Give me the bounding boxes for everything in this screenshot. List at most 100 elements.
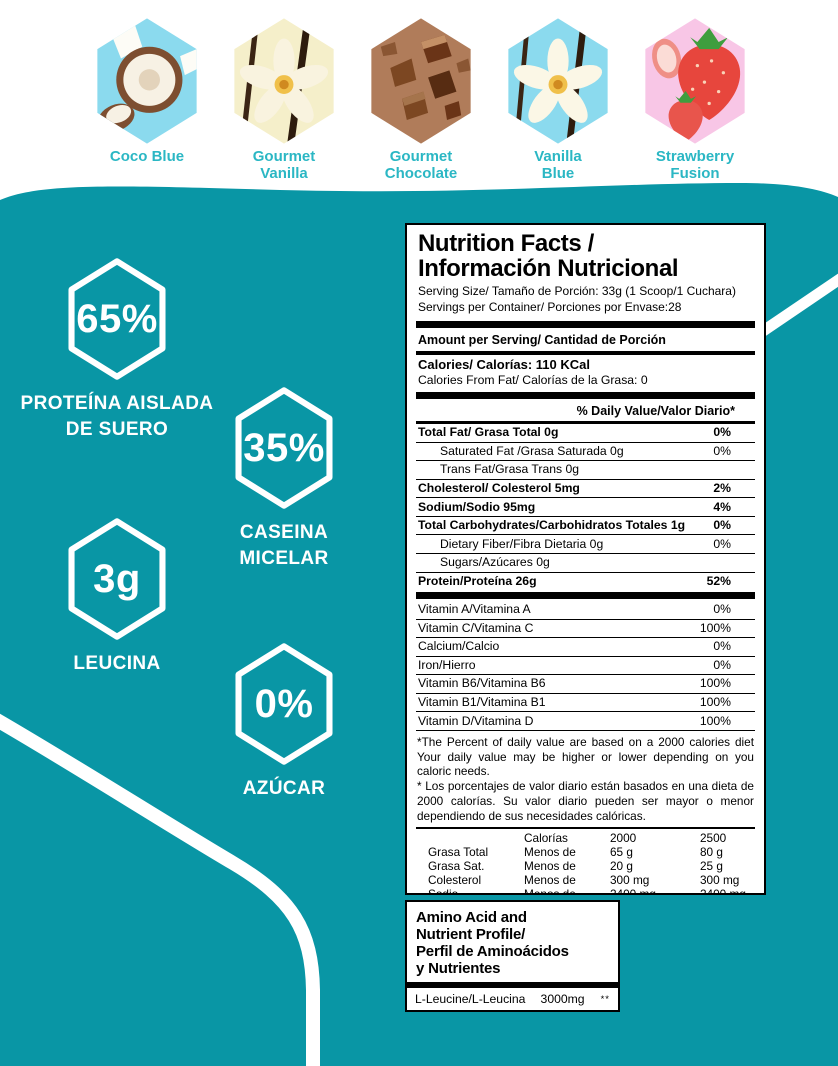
title-line: Amino Acid and xyxy=(416,909,527,926)
table-cell: Menos de xyxy=(524,886,576,895)
flavor-label-line: Gourmet xyxy=(252,148,316,165)
hexagon-outline: 3g xyxy=(61,518,173,640)
nutrient-value: 0% xyxy=(713,425,731,440)
badge-value: 35% xyxy=(243,425,325,470)
badge-label: AZÚCAR xyxy=(243,776,326,802)
strawberry-hexagon-image xyxy=(645,18,745,144)
row-total-carbohydrates: Total Carbohydrates/Carbohidratos Totale… xyxy=(416,515,755,535)
flavor-label-coco-blue: Coco Blue xyxy=(110,148,184,166)
row-vitamin-d: Vitamin D/Vitamina D 100% xyxy=(416,712,755,731)
nutrient-value: 2% xyxy=(713,480,731,495)
row-total-fat: Total Fat/ Grasa Total 0g 0% xyxy=(416,424,755,442)
flavor-label-gourmet-chocolate: Gourmet Chocolate xyxy=(385,148,458,183)
nutrient-value: 0% xyxy=(713,518,731,533)
vitamin-rows: Vitamin A/Vitamina A 0% Vitamin C/Vitami… xyxy=(416,601,755,731)
amino-label: L-Leucine/L-Leucina xyxy=(415,992,526,1007)
vitamin-label: Vitamin B6/Vitamina B6 xyxy=(418,676,546,691)
row-iron: Iron/Hierro 0% xyxy=(416,657,755,676)
flavor-label-vanilla-blue: Vanilla Blue xyxy=(534,148,582,183)
nutrient-label: Dietary Fiber/Fibra Dietaria 0g xyxy=(440,536,604,551)
flavor-coco-blue: Coco Blue xyxy=(84,16,210,183)
vitamin-value: 100% xyxy=(699,694,731,709)
table-cell: 2400 mg xyxy=(610,886,656,895)
table-header: Calorías xyxy=(524,831,568,846)
flavor-strawberry-fusion: Strawberry Fusion xyxy=(632,16,758,183)
table-cell: 20 g xyxy=(610,859,633,874)
amino-footnote-marker: ** xyxy=(600,993,610,1005)
amount-per-serving: Amount per Serving/ Cantidad de Porción xyxy=(418,332,666,347)
flavor-label-line: Vanilla xyxy=(260,164,308,182)
row-vitamin-a: Vitamin A/Vitamina A 0% xyxy=(416,601,755,620)
vitamin-value: 100% xyxy=(699,620,731,635)
serving-info: Serving Size/ Tamaño de Porción: 33g (1 … xyxy=(416,283,755,318)
table-cell: Colesterol xyxy=(428,873,482,888)
badge-label-line: AZÚCAR xyxy=(242,778,326,799)
nutrition-facts-panel: Nutrition Facts / Información Nutriciona… xyxy=(405,223,766,895)
row-l-leucine: L-Leucine/L-Leucina 3000mg ** xyxy=(407,988,618,1010)
table-header: 2500 xyxy=(700,831,727,846)
row-saturated-fat: Saturated Fat /Grasa Saturada 0g 0% xyxy=(416,441,755,461)
chocolate-chunks-art xyxy=(380,34,471,120)
divider-bar xyxy=(416,350,755,355)
badge-label: CASEINA MICELAR xyxy=(239,520,328,571)
vitamin-label: Vitamin C/Vitamina C xyxy=(418,620,534,635)
vitamin-value: 0% xyxy=(713,602,731,617)
vitamin-value: 100% xyxy=(699,713,731,728)
hexagon-icon xyxy=(68,518,166,640)
vitamin-label: Vitamin D/Vitamina D xyxy=(418,713,534,728)
vitamin-label: Calcium/Calcio xyxy=(418,639,500,654)
row-cholesterol: Cholesterol/ Colesterol 5mg 2% xyxy=(416,478,755,498)
chocolate-hexagon-image xyxy=(371,18,471,144)
divider-bar xyxy=(416,592,755,600)
badge-leucine: 3g LEUCINA xyxy=(2,518,232,677)
amino-value: 3000mg xyxy=(540,992,585,1007)
calories-from-fat-line: Calories From Fat/ Calorías de la Grasa:… xyxy=(418,372,648,387)
badge-label: LEUCINA xyxy=(73,651,160,677)
vitamin-value: 100% xyxy=(699,676,731,691)
flavor-gourmet-chocolate: Gourmet Chocolate xyxy=(358,16,484,183)
badge-label-line: MICELAR xyxy=(239,547,329,569)
badge-whey-protein: 65% PROTEÍNA AISLADA DE SUERO xyxy=(2,258,232,442)
table-cell: 300 mg xyxy=(610,873,650,888)
nutrient-label: Total Carbohydrates/Carbohidratos Totale… xyxy=(418,518,686,533)
nutrient-value: 0% xyxy=(713,536,731,551)
footnote-spanish: * Los porcentajes de valor diario están … xyxy=(417,779,754,823)
row-sugars: Sugars/Azúcares 0g xyxy=(416,552,755,572)
flavor-label-line: Gourmet xyxy=(389,148,453,165)
table-cell: Menos de xyxy=(524,859,576,874)
table-cell: Grasa Total xyxy=(428,845,489,860)
badge-label-line: LEUCINA xyxy=(73,653,161,674)
nutrient-label: Trans Fat/Grasa Trans 0g xyxy=(440,462,580,477)
nutrition-facts-title: Nutrition Facts / Información Nutriciona… xyxy=(416,225,755,283)
daily-value-footnote: *The Percent of daily value are based on… xyxy=(416,731,755,827)
badge-value: 3g xyxy=(93,556,141,601)
hexagon-icon xyxy=(235,643,333,765)
reference-intake-table: Calorías 2000 2500 Grasa Total Menos de … xyxy=(416,827,755,895)
table-cell: 80 g xyxy=(700,845,723,860)
table-cell: Grasa Sat. xyxy=(428,859,485,874)
footnote-english: *The Percent of daily value are based on… xyxy=(417,734,754,779)
hexagon-icon xyxy=(68,258,166,380)
divider-bar xyxy=(416,320,755,328)
servings-per-container: Servings per Container/ Porciones por En… xyxy=(418,299,682,314)
flavor-strip: Coco Blue Gourmet Vanill xyxy=(84,16,758,183)
title-line: y Nutrientes xyxy=(416,960,501,978)
nutrient-value: 0% xyxy=(713,443,731,458)
badge-label: PROTEÍNA AISLADA DE SUERO xyxy=(21,391,214,442)
nutrient-label: Cholesterol/ Colesterol 5mg xyxy=(418,480,580,495)
table-header: 2000 xyxy=(610,831,637,846)
table-cell: Menos de xyxy=(524,873,576,888)
title-line: Nutrient Profile/ xyxy=(416,926,526,944)
flavor-label-line: Strawberry xyxy=(655,148,735,165)
flavor-label-line: Vanilla xyxy=(534,148,582,165)
row-dietary-fiber: Dietary Fiber/Fibra Dietaria 0g 0% xyxy=(416,534,755,553)
vitamin-label: Iron/Hierro xyxy=(418,657,476,672)
daily-value-header: % Daily Value/Valor Diario* xyxy=(416,401,755,425)
table-cell xyxy=(416,832,524,846)
divider-bar xyxy=(416,392,755,400)
flavor-label-strawberry-fusion: Strawberry Fusion xyxy=(655,148,735,183)
row-sodium: Sodium/Sodio 95mg 4% xyxy=(416,497,755,516)
row-vitamin-b1: Vitamin B1/Vitamina B1 100% xyxy=(416,694,755,713)
badge-value: 0% xyxy=(254,681,314,726)
